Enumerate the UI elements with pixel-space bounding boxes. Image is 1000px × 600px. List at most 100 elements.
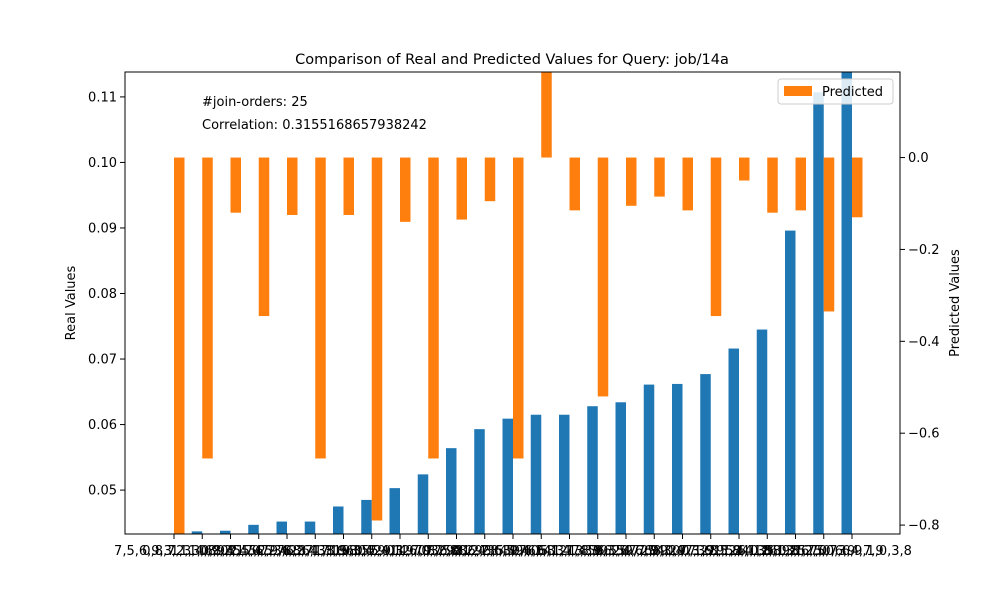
real-bar (417, 474, 429, 534)
predicted-bar (597, 157, 609, 397)
predicted-bar (230, 157, 241, 213)
real-bar (700, 374, 711, 534)
right-y-axis-label: Predicted Values (948, 249, 963, 357)
right-y-tick-label: −0.6 (908, 427, 940, 442)
x-tick-label: 6,2,5,7,6,9,1,0,3,8 (792, 544, 912, 559)
real-bar (587, 406, 598, 534)
real-bar (333, 506, 344, 534)
legend: Predicted (777, 78, 894, 105)
predicted-bar (626, 157, 637, 206)
real-bar (276, 521, 287, 534)
real-bar (446, 448, 457, 534)
predicted-bar (315, 157, 326, 459)
real-bar (502, 418, 513, 534)
left-y-axis-label: Real Values (64, 265, 79, 340)
x-tick-label: 1,6,0,7,9,8,2,3,5,4 (397, 544, 517, 559)
real-bar (672, 383, 683, 534)
real-bar (389, 488, 400, 534)
real-bar (530, 414, 542, 534)
correlation-annotation: Correlation: 0.3155168657938242 (202, 118, 427, 133)
left-y-tick-label: 0.06 (88, 418, 117, 433)
x-tick-label: 8,3,5,7,6,4,2,0,1,9 (594, 544, 714, 559)
left-y-tick-label: 0.05 (88, 484, 117, 499)
x-tick-label: 1,3,4,8,0,5,7,2,9,6 (171, 544, 291, 559)
x-tick-label: 0,8,7,1,3,6,9,2,5,4 (142, 544, 262, 559)
real-bar (615, 402, 626, 534)
x-tick-label: 0,9,2,1,5,7,3,6,8,4 (199, 544, 319, 559)
x-tick-label: 2,6,5,7,0,4,3,1,8,9 (481, 544, 601, 559)
predicted-bar (682, 157, 693, 211)
right-y-tick-label: −0.4 (908, 335, 940, 350)
x-tick-label: 9,4,1,8,2,7,3,6,5,0 (510, 544, 630, 559)
predicted-bar (400, 157, 411, 222)
predicted-bar (852, 157, 863, 218)
x-tick-label: 6,1,4,3,5,0,2,9,7,8 (538, 544, 658, 559)
real-bar (841, 72, 852, 534)
predicted-bar (541, 72, 552, 158)
legend-swatch-predicted (784, 86, 812, 96)
real-bar (728, 348, 739, 534)
predicted-bar (484, 157, 496, 202)
real-bar (474, 429, 485, 534)
predicted-bar (343, 157, 354, 215)
x-tick-label: 5,3,4,9,1,2,7,8,6,0 (340, 544, 460, 559)
x-axis: 7,5,6,9,3,2,1,0,8,40,8,7,1,3,6,9,2,5,41,… (114, 534, 912, 559)
left-y-axis: 0.05 0.06 0.07 0.08 0.09 0.10 0.11 (88, 90, 125, 499)
left-y-tick-label: 0.10 (88, 156, 117, 171)
predicted-bar (202, 157, 213, 459)
x-tick-label: 8,2,4,7,1,6,0,5,9,3 (284, 544, 404, 559)
x-tick-label: 2,5,8,4,3,6,9,1,7,0 (707, 544, 827, 559)
right-y-tick-label: −0.8 (908, 519, 940, 534)
x-tick-label: 8,1,2,6,5,0,3,4,7,9 (764, 544, 884, 559)
predicted-bar (795, 157, 806, 211)
x-tick-label: 2,4,1,9,0,3,5,8,6,7 (368, 544, 488, 559)
real-bar (643, 384, 655, 534)
real-bar (191, 531, 203, 534)
x-tick-label: 1,3,6,8,5,2,0,4,7,9 (312, 544, 432, 559)
legend-box (777, 78, 894, 105)
predicted-bar (654, 157, 665, 197)
real-series-bars (191, 72, 852, 534)
x-tick-label: 7,2,8,1,9,3,4,0,6,5 (425, 544, 545, 559)
right-y-tick-label: 0.0 (908, 151, 929, 166)
predicted-bar (287, 157, 298, 215)
predicted-bar (513, 157, 524, 459)
predicted-series-bars (174, 72, 863, 535)
predicted-bar (767, 157, 778, 213)
real-bar (304, 521, 316, 534)
x-tick-label: 7,3,6,9,2,4,1,5,0,8 (679, 544, 799, 559)
x-tick-label: 9,3,4,7,2,1,5,6,0,8 (651, 544, 771, 559)
real-bar (559, 414, 570, 534)
real-bar (361, 499, 372, 534)
x-tick-label: 6,2,4,8,7,3,1,9,0,5 (255, 544, 375, 559)
join-orders-annotation: #join-orders: 25 (202, 95, 308, 110)
x-tick-label: 4,1,2,8,3,5,7,0,6,9 (736, 544, 856, 559)
real-bar (220, 530, 231, 534)
right-y-tick-label: −0.2 (908, 243, 940, 258)
legend-label-predicted: Predicted (822, 85, 883, 100)
real-bar (756, 329, 768, 534)
predicted-bar (371, 157, 383, 521)
predicted-bar (456, 157, 467, 220)
left-y-tick-label: 0.07 (88, 353, 117, 368)
left-y-tick-label: 0.11 (88, 90, 117, 105)
predicted-bar (428, 157, 439, 459)
predicted-bar (823, 157, 835, 312)
chart-title: Comparison of Real and Predicted Values … (295, 52, 729, 68)
predicted-bar (174, 157, 185, 535)
real-bar (248, 524, 259, 534)
predicted-bar (710, 157, 722, 317)
x-tick-label: 0,2,4,8,3,9,6,5,1,7 (453, 544, 573, 559)
x-tick-label: 7,5,6,9,3,2,1,0,8,4 (114, 544, 234, 559)
x-tick-label: 3,4,0,5,7,2,6,1,8,9 (227, 544, 347, 559)
real-bar (785, 230, 796, 534)
x-tick-label: 1,4,3,6,5,7,2,8,0,9 (566, 544, 686, 559)
predicted-bar (258, 157, 270, 317)
x-tick-label: 4,6,5,9,0,7,3,8,1,2 (623, 544, 743, 559)
predicted-bar (739, 157, 750, 181)
left-y-tick-label: 0.08 (88, 287, 117, 302)
predicted-bar (569, 157, 580, 211)
right-y-axis: −0.8 −0.6 −0.4 −0.2 0.0 (900, 151, 940, 534)
left-y-tick-label: 0.09 (88, 221, 117, 236)
